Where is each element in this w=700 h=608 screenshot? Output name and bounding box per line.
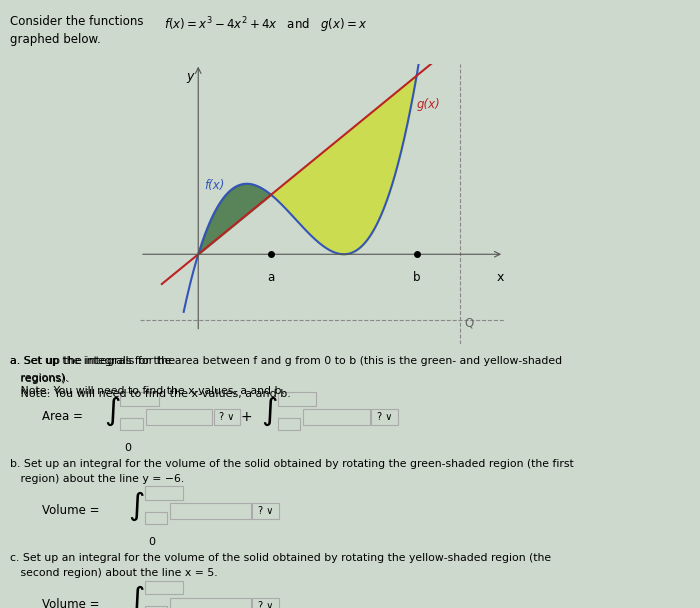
Text: y: y <box>186 70 193 83</box>
Text: Volume =: Volume = <box>42 598 99 608</box>
Text: b. Set up an integral for the volume of the solid obtained by rotating the green: b. Set up an integral for the volume of … <box>10 459 574 469</box>
Text: Area =: Area = <box>42 410 83 423</box>
Text: a. Set up the integrals for the: a. Set up the integrals for the <box>10 356 179 365</box>
Text: g(x): g(x) <box>416 98 440 111</box>
Text: $\int$: $\int$ <box>104 395 120 428</box>
Text: b: b <box>413 271 421 284</box>
Text: 0: 0 <box>148 537 155 547</box>
Text: +: + <box>241 410 252 424</box>
Text: Note: You will need to find the x-values, a and b.: Note: You will need to find the x-values… <box>10 389 291 399</box>
Text: ? ∨: ? ∨ <box>258 601 273 608</box>
Text: Volume =: Volume = <box>42 504 99 517</box>
Text: 0: 0 <box>124 443 131 453</box>
Text: c. Set up an integral for the volume of the solid obtained by rotating the yello: c. Set up an integral for the volume of … <box>10 553 552 563</box>
Text: f(x): f(x) <box>204 179 225 192</box>
Text: Q: Q <box>464 317 473 330</box>
Text: ? ∨: ? ∨ <box>219 412 234 422</box>
Text: a. Set up the integrals for the area between f and g from 0 to b (this is the gr: a. Set up the integrals for the area bet… <box>10 356 563 365</box>
Text: ? ∨: ? ∨ <box>377 412 392 422</box>
Text: graphed below.: graphed below. <box>10 33 102 46</box>
Text: a: a <box>267 271 274 284</box>
Text: regions).: regions). <box>10 373 69 382</box>
Text: Consider the functions: Consider the functions <box>10 15 144 28</box>
Text: $\int$: $\int$ <box>261 395 278 428</box>
Text: Note: You will need to find the x-values, a and b.: Note: You will need to find the x-values… <box>10 386 286 396</box>
Text: ? ∨: ? ∨ <box>258 506 273 516</box>
Text: region) about the line y = −6.: region) about the line y = −6. <box>10 474 185 484</box>
Text: regions).: regions). <box>10 374 70 384</box>
Text: second region) about the line x = 5.: second region) about the line x = 5. <box>10 568 218 578</box>
Text: $\int$: $\int$ <box>128 584 145 608</box>
Text: $f(x) = x^3 - 4x^2 + 4x$   and   $g(x) = x$: $f(x) = x^3 - 4x^2 + 4x$ and $g(x) = x$ <box>164 15 368 35</box>
Text: $\int$: $\int$ <box>128 489 145 522</box>
Text: x: x <box>497 271 504 284</box>
